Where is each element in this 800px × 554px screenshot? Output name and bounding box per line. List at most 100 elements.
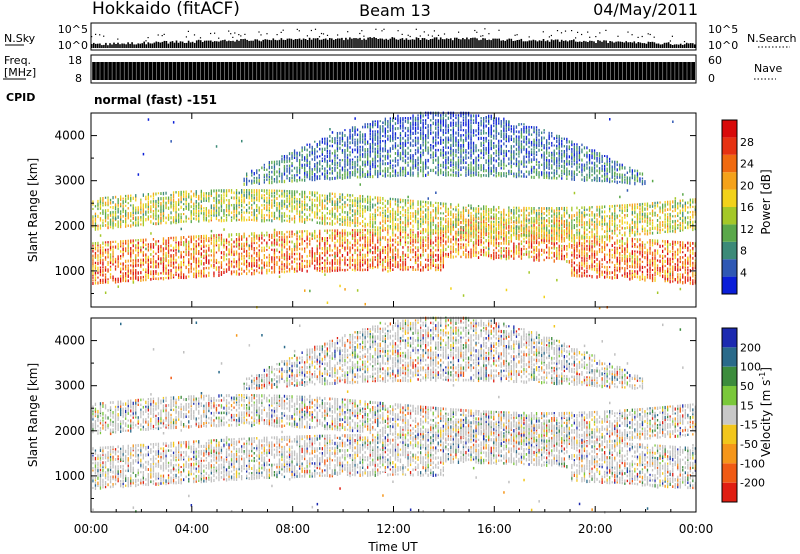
power-echo	[122, 262, 124, 266]
power-echo	[301, 220, 303, 223]
power-echo	[273, 173, 276, 176]
power-echo	[331, 254, 333, 257]
power-echo	[384, 142, 386, 145]
power-echo	[155, 252, 157, 255]
power-echo	[278, 212, 281, 215]
power-echo	[384, 147, 386, 151]
noise-bar	[552, 40, 555, 48]
power-echo	[104, 209, 107, 213]
power-echo	[296, 156, 298, 160]
power-echo	[170, 236, 172, 240]
power-echo	[273, 251, 276, 255]
power-echo	[251, 254, 253, 258]
power-echo	[215, 268, 218, 271]
power-echo	[336, 205, 339, 209]
power-echo	[291, 154, 293, 158]
power-echo	[122, 242, 124, 245]
power-echo	[261, 261, 263, 265]
power-echo	[379, 233, 381, 236]
noise-bar	[456, 37, 458, 48]
power-echo	[319, 209, 321, 213]
power-echo	[120, 197, 122, 201]
power-echo	[311, 178, 313, 182]
nsearch-dot	[581, 33, 583, 36]
power-echo	[425, 238, 427, 242]
power-echo	[427, 221, 429, 225]
power-echo	[324, 219, 326, 223]
nsearch-dot	[587, 31, 589, 33]
power-echo	[293, 174, 296, 177]
power-echo	[445, 168, 447, 171]
noise-bar	[236, 39, 238, 48]
power-echo	[455, 223, 457, 226]
power-echo	[261, 189, 263, 192]
power-echo	[435, 158, 437, 162]
power-echo	[228, 250, 230, 254]
power-echo	[442, 202, 445, 205]
power-echo	[200, 199, 202, 203]
power-echo	[384, 256, 386, 259]
power-echo	[331, 169, 333, 173]
power-echo	[389, 147, 391, 151]
power-echo	[450, 173, 452, 177]
power-echo	[407, 119, 409, 123]
power-echo	[425, 141, 427, 145]
power-echo	[140, 211, 142, 215]
power-echo	[125, 214, 127, 217]
power-echo	[430, 129, 432, 132]
power-echo	[437, 173, 439, 177]
power-echo	[422, 200, 424, 203]
power-echo	[268, 196, 270, 199]
power-echo	[162, 242, 165, 245]
power-echo	[435, 206, 437, 211]
power-echo	[379, 231, 381, 234]
power-echo	[349, 166, 351, 170]
power-echo	[99, 273, 102, 277]
power-echo	[437, 266, 439, 270]
power-echo	[218, 209, 220, 213]
power-echo	[210, 219, 212, 222]
power-echo	[417, 171, 419, 175]
noise-bar	[371, 37, 373, 48]
power-echo	[296, 210, 298, 213]
power-echo	[374, 150, 376, 153]
power-echo	[329, 177, 331, 181]
power-echo	[417, 131, 419, 134]
power-echo	[394, 147, 397, 150]
power-echo	[276, 256, 278, 259]
power-echo	[437, 161, 439, 165]
power-echo	[185, 202, 187, 205]
power-echo	[414, 251, 417, 254]
noise-bar	[458, 38, 460, 48]
power-echo	[230, 191, 233, 194]
power-echo	[364, 197, 366, 202]
power-echo	[351, 163, 354, 166]
power-echo	[359, 209, 361, 212]
power-echo	[412, 119, 414, 123]
power-echo	[344, 216, 346, 220]
power-echo	[311, 252, 313, 255]
power-echo	[417, 258, 419, 262]
power-echo	[306, 195, 308, 199]
power-echo	[291, 267, 293, 270]
power-echo	[425, 173, 427, 177]
power-echo	[427, 263, 429, 267]
power-echo	[304, 166, 306, 170]
power-echo	[228, 213, 230, 217]
power-echo	[389, 261, 391, 264]
power-echo	[203, 194, 205, 197]
power-echo	[248, 264, 250, 268]
power-echo	[384, 248, 386, 251]
noise-bar	[274, 39, 277, 48]
power-echo	[422, 141, 424, 144]
power-echo	[452, 235, 454, 239]
power-echo	[447, 156, 449, 160]
power-echo	[185, 207, 187, 210]
power-echo	[172, 254, 175, 257]
power-echo	[379, 164, 381, 169]
power-echo	[193, 257, 195, 261]
power-echo	[203, 244, 205, 249]
power-echo	[238, 196, 240, 200]
power-echo	[288, 240, 291, 244]
nsearch-dot	[199, 37, 202, 39]
